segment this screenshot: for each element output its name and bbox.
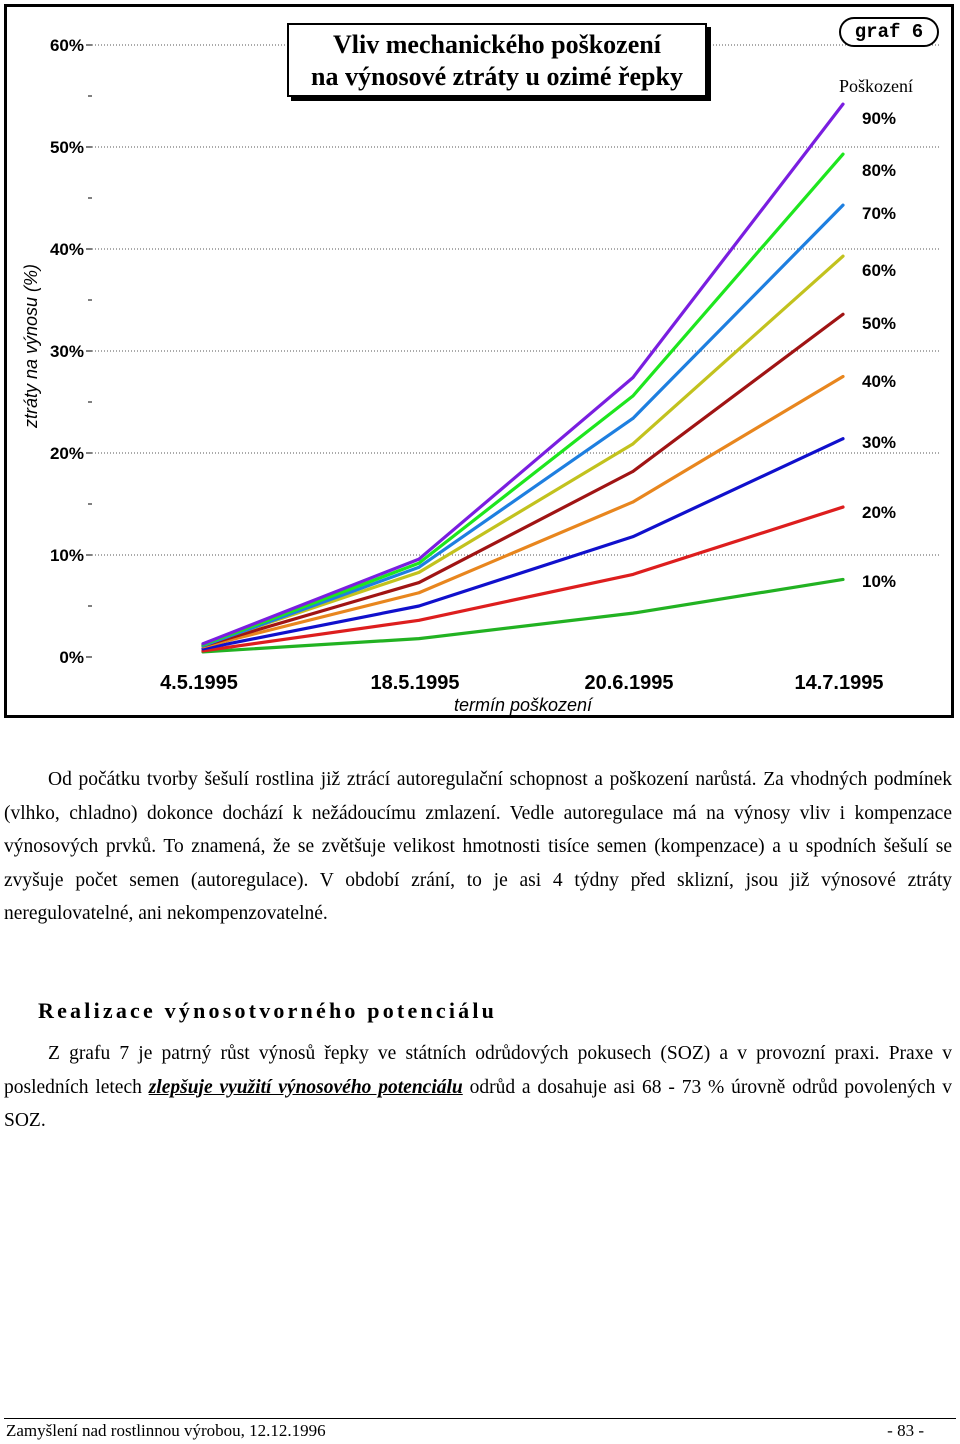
- data-point: [631, 394, 635, 398]
- data-point: [841, 312, 845, 316]
- section-heading: Realizace výnosotvorného potenciálu: [38, 998, 498, 1023]
- data-point: [841, 578, 845, 581]
- y-axis-title: ztráty na výnosu (%): [21, 264, 41, 429]
- y-tick-label: 60%: [50, 36, 84, 55]
- data-point: [631, 611, 635, 615]
- data-point: [841, 152, 845, 156]
- series-label: 20%: [862, 503, 896, 522]
- x-axis-title: termín poškození: [454, 695, 594, 715]
- series-line-80pct: [201, 152, 845, 647]
- y-tick-label: 10%: [50, 546, 84, 565]
- y-tick-label: 20%: [50, 444, 84, 463]
- data-point: [841, 437, 845, 441]
- line-chart: 0% 10% 20% 30% 40% 50% 60% ztráty na výnosu (%)…: [21, 36, 941, 715]
- data-point: [631, 572, 635, 576]
- series-line-40pct: [201, 374, 845, 649]
- x-tick-label: 4.5.1995: [160, 672, 238, 694]
- data-point: [417, 561, 421, 565]
- data-point: [631, 376, 635, 379]
- data-point: [841, 203, 845, 207]
- series-line-60pct: [201, 254, 845, 647]
- x-tick-label: 18.5.1995: [371, 672, 460, 694]
- chart-frame: 0% 10% 20% 30% 40% 50% 60% ztráty na výnosu (%)…: [4, 4, 954, 718]
- data-point: [631, 535, 635, 539]
- series-label: 30%: [862, 433, 896, 452]
- data-point: [417, 637, 421, 641]
- y-tick-label: 40%: [50, 240, 84, 259]
- chart-title-line2: na výnosové ztráty u ozimé řepky: [311, 62, 683, 91]
- data-point: [841, 375, 845, 378]
- x-tick-label: 20.6.1995: [585, 672, 674, 694]
- y-tick-label: 30%: [50, 342, 84, 361]
- data-point: [417, 581, 421, 584]
- paragraph-1: Od počátku tvorby šešulí rostlina již zt…: [4, 769, 952, 924]
- series-label: 70%: [862, 204, 896, 223]
- series-label: 40%: [862, 372, 896, 391]
- y-tick-label: 0%: [59, 648, 84, 667]
- paragraph-2-emphasis: zlepšuje využití výnosového potenciálu: [148, 1076, 463, 1098]
- data-point: [417, 591, 421, 595]
- data-point: [417, 565, 421, 569]
- series-line-90pct: [201, 102, 845, 646]
- series-label: 80%: [862, 161, 896, 180]
- legend-title: Poškození: [839, 76, 913, 96]
- series-label: 10%: [862, 572, 896, 591]
- data-point: [631, 416, 635, 420]
- data-point: [841, 102, 845, 106]
- series-label: 90%: [862, 109, 896, 128]
- data-point: [417, 557, 421, 561]
- paragraph-2-text-b: odrůd a dosahuje asi 68 - 73 % úrovně od…: [4, 1076, 952, 1132]
- data-point: [631, 500, 635, 504]
- page-number: - 83 -: [887, 1421, 924, 1440]
- series-label: 50%: [862, 314, 896, 333]
- data-point: [841, 505, 845, 509]
- series-line-30pct: [201, 437, 845, 651]
- data-point: [631, 469, 635, 473]
- data-point: [631, 442, 635, 446]
- series-line-50pct: [201, 312, 845, 648]
- series-line-20pct: [201, 505, 845, 653]
- paragraph-2-text-a: Z grafu 7 je patrný růst výnosů řepky ve…: [4, 1043, 952, 1098]
- data-point: [417, 604, 421, 608]
- y-tick-label: 50%: [50, 138, 84, 157]
- series-line-70pct: [201, 203, 845, 648]
- series-line-10pct: [201, 577, 845, 654]
- paragraph-2: Z grafu 7 je patrný růst výnosů řepky ve…: [4, 1037, 952, 1138]
- x-tick-label: 14.7.1995: [795, 672, 884, 694]
- chart-label-badge: graf 6: [839, 17, 939, 47]
- footer-rule: [4, 1418, 956, 1419]
- chart-title-line1: Vliv mechanického poškození: [333, 30, 661, 59]
- chart-title-box: Vliv mechanického poškození na výnosové …: [287, 23, 707, 97]
- data-point: [841, 254, 845, 258]
- data-point: [417, 618, 421, 622]
- footer-source: Zamyšlení nad rostlinnou výrobou, 12.12.…: [6, 1421, 326, 1440]
- series-label: 60%: [862, 261, 896, 280]
- data-point: [201, 642, 205, 646]
- data-point: [417, 570, 421, 574]
